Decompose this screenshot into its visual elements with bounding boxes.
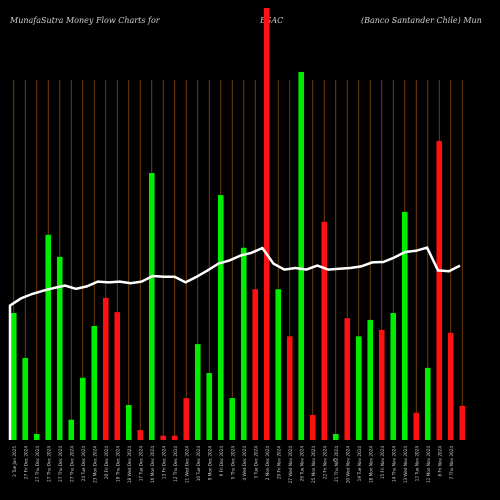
bar [183, 398, 190, 440]
bar [114, 312, 121, 440]
x-tick-label: 27 Thu Dec 2024 [58, 446, 63, 482]
bar [56, 256, 63, 440]
x-tick-label: 8 Fri Nov 2024 [437, 446, 442, 477]
bar [102, 297, 109, 440]
extra-label: € [333, 458, 336, 464]
chart-title: MunafaSutra Money Flow Charts for [10, 16, 160, 25]
x-tick-label: 26 Tue Nov 2024 [299, 446, 304, 482]
bar [321, 221, 328, 440]
bar [252, 289, 259, 440]
company-name: (Banco Santander Chile) Mun [361, 16, 482, 25]
x-tick-label: 21 Thu Nov 2024 [334, 446, 339, 482]
bar [424, 367, 431, 440]
x-tick-label: 19 Tue Nov 2024 [357, 446, 362, 482]
x-tick-label: 15 Fri Nov 2024 [380, 446, 385, 479]
bar [22, 357, 29, 440]
bar [45, 234, 52, 440]
x-tick-label: 3 Tue Dec 2024 [253, 446, 258, 479]
bar [91, 325, 98, 440]
ticker-symbol: BSAC [260, 16, 284, 25]
bar [229, 398, 236, 440]
x-tick-labels: 2 Tue Jan 2025 27 Fri Dec 2024 27 Thu Dec … [12, 446, 454, 484]
bar [459, 405, 466, 440]
x-tick-label: 29 Fri Nov 2024 [276, 446, 281, 479]
bar [160, 435, 167, 440]
x-tick-label: 27 Thu Dec 2024 [35, 446, 40, 482]
x-tick-label: 27 Thu Dec 2024 [46, 446, 51, 482]
bar [206, 373, 213, 440]
x-tick-label: 12 Thu Dec 2024 [173, 446, 178, 482]
x-tick-label: 24 Tue Dec 2024 [81, 446, 86, 482]
x-tick-label: 22 Fri Nov 2024 [322, 446, 327, 479]
x-tick-label: 13 Fri Dec 2024 [161, 446, 166, 479]
x-tick-label: 10 Tue Dec 2024 [196, 446, 201, 482]
bar [436, 141, 443, 440]
x-tick-label: 13 Wed Nov 2024 [403, 446, 408, 484]
x-tick-label: 20 Wed Nov 2024 [345, 446, 350, 484]
x-tick-label: 11 Wed Dec 2024 [184, 446, 189, 484]
x-tick-label: 4 Wed Dec 2024 [242, 446, 247, 481]
bar [10, 312, 17, 440]
bar [68, 419, 75, 440]
money-flow-line [8, 246, 461, 440]
bar [79, 377, 86, 440]
x-tick-label: 9 Mon Dec 2024 [207, 446, 212, 481]
x-tick-label: 20 Fri Dec 2024 [104, 446, 109, 479]
x-tick-label: 19 Thu Dec 2024 [115, 446, 120, 482]
bar [298, 71, 305, 440]
x-tick-label: 11 Mon Nov 2024 [426, 446, 431, 483]
bar [401, 211, 408, 440]
x-tick-label: 18 Wed Dec 2024 [127, 446, 132, 484]
x-tick-label: 2 Tue Jan 2025 [12, 446, 17, 477]
x-tick-label: 25 Mon Nov 2024 [311, 446, 316, 483]
x-tick-label: 12 Tue Nov 2024 [414, 446, 419, 482]
x-tick-label: 27 Fri Dec 2024 [23, 446, 28, 479]
bar [263, 8, 270, 440]
bar [148, 173, 155, 440]
bar [194, 344, 201, 440]
x-tick-label: 18 Mon Nov 2024 [368, 446, 373, 483]
bar [125, 405, 132, 440]
x-tick-label: 14 Thu Nov 2024 [391, 446, 396, 482]
bar [309, 414, 316, 440]
bar [33, 433, 40, 440]
bar [332, 433, 339, 440]
bar [286, 336, 293, 440]
x-tick-label: 16 Mon Dec 2024 [150, 446, 155, 483]
bar [217, 195, 224, 440]
bars [10, 8, 466, 440]
chart-header: MunafaSutra Money Flow Charts for BSAC (… [0, 0, 500, 25]
x-tick-label: 27 Wed Nov 2024 [288, 446, 293, 484]
bar [367, 319, 374, 440]
x-tick-label: 27 Thu Dec 2024 [69, 446, 74, 482]
bar [413, 412, 420, 440]
bar [240, 247, 247, 440]
bar [344, 318, 351, 440]
x-tick-label: 23 Mon Dec 2024 [92, 446, 97, 483]
bar [355, 336, 362, 440]
x-tick-label: 7 Thu Nov 2024 [449, 446, 454, 480]
bar [447, 332, 454, 440]
x-tick-label: 5 Thu Dec 2024 [230, 446, 235, 480]
bar [137, 430, 144, 440]
bar [171, 435, 178, 440]
bar [275, 289, 282, 440]
x-tick-label: 2 Mon Dec 2024 [265, 446, 270, 481]
x-tick-label: 17 Tue Dec 2024 [138, 446, 143, 482]
x-tick-label: 6 Fri Dec 2024 [219, 446, 224, 477]
bar [378, 329, 385, 440]
bar [390, 312, 397, 440]
